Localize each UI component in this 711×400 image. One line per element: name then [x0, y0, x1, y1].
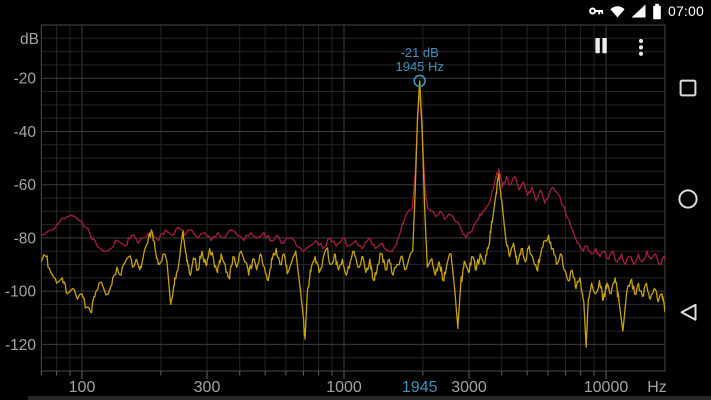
overflow-menu-icon [638, 38, 644, 56]
y-tick-label: -60 [14, 177, 37, 194]
nav-home-button[interactable] [672, 183, 704, 215]
recents-square-icon [679, 79, 697, 97]
clock-time: 07:00 [667, 3, 704, 19]
peak-db-label: -21 dB [401, 45, 439, 60]
y-tick-label: -100 [5, 284, 36, 301]
back-triangle-icon [680, 303, 697, 321]
x-axis-unit: Hz [647, 379, 667, 396]
nav-recents-button[interactable] [672, 72, 704, 104]
status-bar: 07:00 [0, 0, 711, 22]
cell-signal-icon [631, 4, 646, 18]
screen-bottom-strip [28, 396, 711, 400]
traces [41, 80, 665, 348]
trace-live [41, 80, 665, 348]
peak-marker-icon [413, 74, 426, 88]
y-tick-label: -80 [14, 230, 37, 247]
x-tick-label: 10000 [584, 379, 629, 396]
pause-button[interactable] [590, 33, 612, 59]
x-tick-label-highlighted: 1945 [402, 379, 438, 396]
y-axis-unit: dB [20, 31, 39, 48]
y-tick-label: -20 [14, 71, 37, 88]
plot-border [40, 24, 666, 372]
x-tick-label: 3000 [451, 379, 487, 396]
peak-freq-label: 1945 Hz [395, 59, 443, 74]
nav-back-button[interactable] [672, 296, 704, 328]
y-tick-label: -40 [14, 124, 37, 141]
vpn-key-icon [589, 7, 604, 15]
x-tick-label: 100 [69, 379, 96, 396]
battery-icon [653, 3, 661, 19]
home-circle-icon [678, 189, 698, 209]
grid [40, 24, 666, 379]
x-tick-label: 300 [194, 379, 221, 396]
y-tick-label: -120 [5, 337, 36, 354]
wifi-icon [610, 5, 625, 17]
axis-labels: 100 300 1000 1945 3000 10000 Hz -20 -40 -60 -80 -10… [5, 31, 667, 396]
x-tick-label: 1000 [326, 379, 362, 396]
overflow-menu-button[interactable] [632, 33, 650, 59]
pause-icon [595, 38, 607, 54]
